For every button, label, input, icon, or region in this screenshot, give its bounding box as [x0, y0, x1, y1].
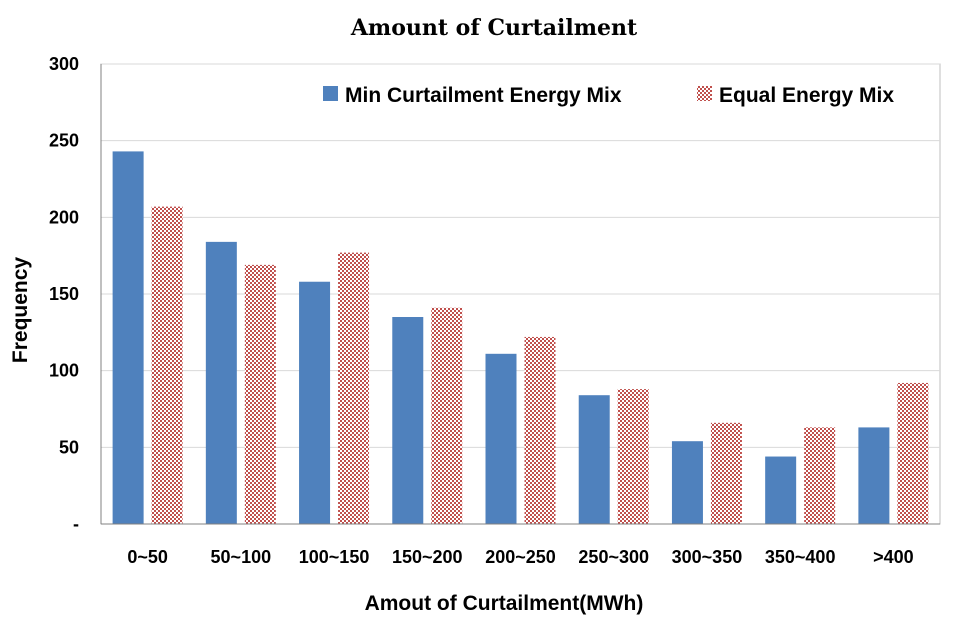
y-tick-label: 50 — [59, 437, 79, 457]
legend-swatch-min-curtailment — [323, 86, 338, 101]
y-tick-labels: - 50 100 150 200 250 300 — [49, 54, 79, 534]
legend: Min Curtailment Energy Mix Equal Energy … — [323, 84, 894, 107]
y-tick-label: 100 — [49, 361, 79, 381]
x-tick-label: 100~150 — [299, 547, 370, 567]
y-axis-title: Frequency — [9, 257, 32, 364]
bar-min-curtailment-6 — [671, 441, 703, 524]
legend-label-min-curtailment: Min Curtailment Energy Mix — [345, 84, 622, 107]
bar-equal-energy-0 — [151, 206, 183, 524]
y-tick-label: 250 — [49, 131, 79, 151]
x-tick-label: 200~250 — [485, 547, 556, 567]
bar-equal-energy-1 — [244, 264, 276, 524]
x-tick-label: 250~300 — [578, 547, 649, 567]
bar-min-curtailment-1 — [205, 241, 237, 524]
bar-equal-energy-6 — [710, 422, 742, 524]
bar-min-curtailment-3 — [392, 317, 424, 524]
y-tick-label: 200 — [49, 207, 79, 227]
x-axis-title: Amout of Curtailment(MWh) — [365, 592, 644, 615]
legend-label-equal-energy: Equal Energy Mix — [719, 84, 894, 107]
x-tick-label: >400 — [873, 547, 914, 567]
bar-min-curtailment-5 — [578, 395, 610, 524]
legend-swatch-equal-energy — [697, 86, 712, 101]
x-tick-label: 0~50 — [127, 547, 168, 567]
x-tick-labels: 0~50 50~100 100~150 150~200 200~250 250~300 30… — [127, 547, 913, 567]
bar-min-curtailment-7 — [765, 456, 797, 524]
bars — [112, 151, 929, 524]
y-tick-label: - — [73, 514, 79, 534]
y-tick-label: 150 — [49, 284, 79, 304]
bar-equal-energy-5 — [617, 389, 649, 524]
bar-equal-energy-7 — [804, 427, 836, 524]
bar-equal-energy-2 — [338, 252, 370, 524]
bar-equal-energy-8 — [897, 382, 929, 524]
bar-min-curtailment-0 — [112, 151, 144, 524]
x-tick-label: 150~200 — [392, 547, 463, 567]
chart-title: Amount of Curtailment — [350, 15, 638, 41]
x-tick-label: 300~350 — [672, 547, 743, 567]
bar-equal-energy-3 — [431, 307, 463, 524]
bar-min-curtailment-2 — [299, 281, 331, 524]
bar-min-curtailment-8 — [858, 427, 890, 524]
bar-equal-energy-4 — [524, 336, 556, 524]
bar-min-curtailment-4 — [485, 353, 517, 524]
y-tick-label: 300 — [49, 54, 79, 74]
gridlines — [101, 63, 940, 448]
x-tick-label: 350~400 — [765, 547, 836, 567]
x-tick-label: 50~100 — [211, 547, 272, 567]
